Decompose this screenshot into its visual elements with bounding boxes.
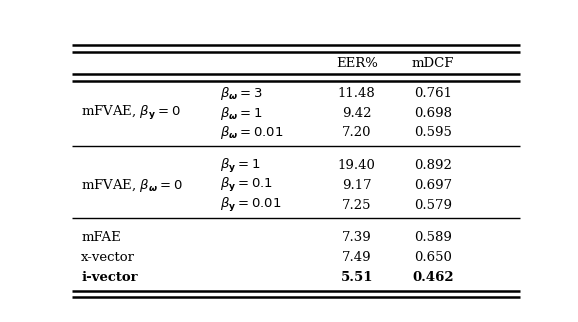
Text: 0.595: 0.595 [414, 126, 452, 139]
Text: 19.40: 19.40 [338, 159, 376, 172]
Text: 7.25: 7.25 [342, 199, 372, 212]
Text: 0.761: 0.761 [414, 87, 452, 100]
Text: x-vector: x-vector [81, 251, 135, 264]
Text: 0.462: 0.462 [412, 271, 454, 284]
Text: $\beta_{\boldsymbol{\omega}} = 0.01$: $\beta_{\boldsymbol{\omega}} = 0.01$ [220, 124, 284, 141]
Text: mFAE: mFAE [81, 232, 121, 244]
Text: 5.51: 5.51 [340, 271, 373, 284]
Text: $\beta_{\mathbf{y}} = 0.1$: $\beta_{\mathbf{y}} = 0.1$ [220, 176, 273, 194]
Text: 0.579: 0.579 [414, 199, 452, 212]
Text: 0.892: 0.892 [414, 159, 452, 172]
Text: 0.698: 0.698 [414, 107, 452, 119]
Text: 7.20: 7.20 [342, 126, 372, 139]
Text: 7.39: 7.39 [342, 232, 372, 244]
Text: 9.42: 9.42 [342, 107, 372, 119]
Text: 7.49: 7.49 [342, 251, 372, 264]
Text: EER%: EER% [336, 57, 377, 70]
Text: $\beta_{\boldsymbol{\omega}} = 1$: $\beta_{\boldsymbol{\omega}} = 1$ [220, 105, 262, 121]
Text: 9.17: 9.17 [342, 179, 372, 192]
Text: mDCF: mDCF [412, 57, 454, 70]
Text: i-vector: i-vector [81, 271, 138, 284]
Text: $\beta_{\boldsymbol{\omega}} = 3$: $\beta_{\boldsymbol{\omega}} = 3$ [220, 85, 262, 102]
Text: $\beta_{\mathbf{y}} = 1$: $\beta_{\mathbf{y}} = 1$ [220, 156, 261, 175]
Text: 0.589: 0.589 [414, 232, 452, 244]
Text: mFVAE, $\beta_{\boldsymbol{\omega}} = 0$: mFVAE, $\beta_{\boldsymbol{\omega}} = 0$ [81, 177, 183, 194]
Text: $\beta_{\mathbf{y}} = 0.01$: $\beta_{\mathbf{y}} = 0.01$ [220, 196, 281, 214]
Text: 0.697: 0.697 [414, 179, 452, 192]
Text: 11.48: 11.48 [338, 87, 376, 100]
Text: 0.650: 0.650 [414, 251, 452, 264]
Text: mFVAE, $\beta_{\mathbf{y}} = 0$: mFVAE, $\beta_{\mathbf{y}} = 0$ [81, 104, 181, 122]
